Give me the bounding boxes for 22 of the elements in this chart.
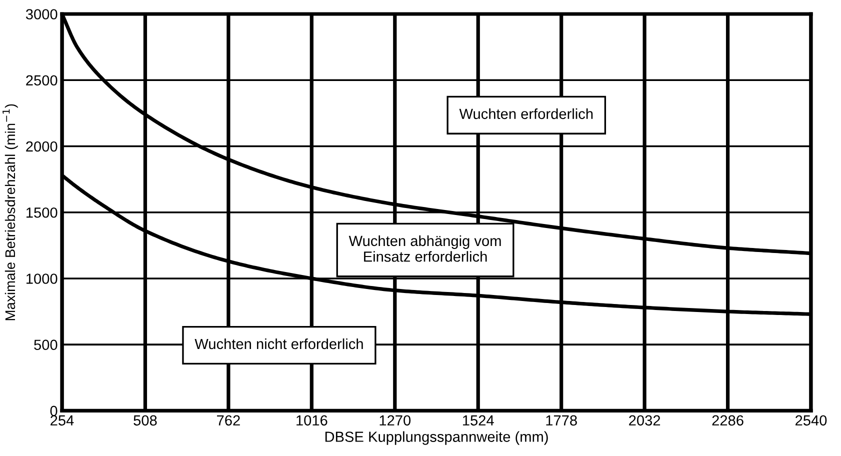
y-tick-label: 1000: [26, 274, 58, 284]
y-tick-label: 3000: [26, 9, 58, 20]
x-tick-label: 254: [50, 415, 74, 426]
y-axis-title: Maximale Betriebsdrehzahl (min$^{−1}$): [2, 104, 18, 320]
x-tick-label: 508: [134, 415, 157, 426]
y-tick-label: 500: [34, 340, 58, 350]
x-tick-label: 1524: [463, 415, 494, 426]
y-tick-label: 1500: [26, 207, 58, 218]
x-tick-label: 762: [217, 415, 240, 426]
y-tick-label: 2500: [26, 75, 58, 86]
y-tick-label: 0: [50, 406, 58, 416]
y-tick-label: 2000: [26, 141, 58, 152]
x-tick-label: 1270: [380, 415, 411, 426]
x-tick-label: 1016: [296, 415, 328, 426]
x-tick-label: 1778: [546, 415, 577, 426]
x-tick-label: 2032: [629, 415, 660, 426]
x-tick-label: 2540: [796, 415, 827, 426]
annotation: Wuchten erforderlich: [459, 108, 593, 120]
annotation: Wuchten nicht erforderlich: [194, 338, 363, 350]
annotation: Wuchten abhängig vom Einsatz erforderlich: [348, 235, 501, 262]
x-axis-title: DBSE Kupplungsspannweite (mm): [325, 431, 548, 445]
x-tick-label: 2286: [712, 415, 744, 426]
